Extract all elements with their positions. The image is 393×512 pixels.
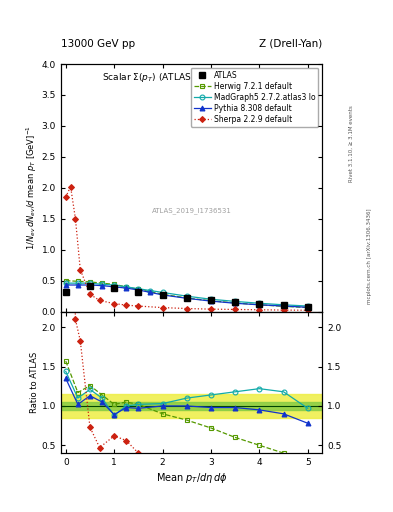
- Pythia 8.308 default: [233, 300, 237, 306]
- Pythia 8.308 default: [75, 282, 80, 288]
- Sherpa 2.2.9 default: [233, 306, 237, 312]
- Legend: ATLAS, Herwig 7.2.1 default, MadGraph5 2.7.2.atlas3 lo, Pythia 8.308 default, Sh: ATLAS, Herwig 7.2.1 default, MadGraph5 2…: [191, 68, 318, 126]
- Pythia 8.308 default: [160, 292, 165, 298]
- Text: mcplots.cern.ch [arXiv:1306.3436]: mcplots.cern.ch [arXiv:1306.3436]: [367, 208, 372, 304]
- Sherpa 2.2.9 default: [305, 307, 310, 313]
- MadGraph5 2.7.2.atlas3 lo: [209, 296, 213, 302]
- Sherpa 2.2.9 default: [257, 307, 262, 313]
- MadGraph5 2.7.2.atlas3 lo: [100, 281, 105, 287]
- Pythia 8.308 default: [124, 285, 129, 291]
- Herwig 7.2.1 default: [305, 305, 310, 311]
- ATLAS: [112, 285, 116, 291]
- Sherpa 2.2.9 default: [184, 306, 189, 312]
- Herwig 7.2.1 default: [112, 281, 116, 287]
- Bar: [61, 402, 322, 410]
- ATLAS: [233, 299, 237, 305]
- ATLAS: [305, 304, 310, 310]
- Line: MadGraph5 2.7.2.atlas3 lo: MadGraph5 2.7.2.atlas3 lo: [63, 281, 310, 309]
- Sherpa 2.2.9 default: [124, 302, 129, 308]
- Sherpa 2.2.9 default: [73, 216, 78, 222]
- Sherpa 2.2.9 default: [63, 194, 68, 200]
- Pythia 8.308 default: [184, 295, 189, 302]
- Sherpa 2.2.9 default: [68, 183, 73, 189]
- ATLAS: [184, 295, 189, 301]
- Herwig 7.2.1 default: [124, 284, 129, 290]
- Pythia 8.308 default: [148, 289, 153, 295]
- Pythia 8.308 default: [112, 284, 116, 290]
- Herwig 7.2.1 default: [136, 286, 141, 292]
- Herwig 7.2.1 default: [148, 289, 153, 295]
- Herwig 7.2.1 default: [88, 279, 92, 285]
- Line: Herwig 7.2.1 default: Herwig 7.2.1 default: [63, 278, 310, 310]
- ATLAS: [63, 289, 68, 295]
- Herwig 7.2.1 default: [63, 278, 68, 284]
- MadGraph5 2.7.2.atlas3 lo: [184, 293, 189, 299]
- Herwig 7.2.1 default: [75, 278, 80, 284]
- Sherpa 2.2.9 default: [160, 305, 165, 311]
- Sherpa 2.2.9 default: [281, 307, 286, 313]
- Pythia 8.308 default: [305, 304, 310, 310]
- MadGraph5 2.7.2.atlas3 lo: [112, 282, 116, 288]
- Herwig 7.2.1 default: [209, 297, 213, 304]
- MadGraph5 2.7.2.atlas3 lo: [257, 300, 262, 306]
- MadGraph5 2.7.2.atlas3 lo: [148, 288, 153, 294]
- MadGraph5 2.7.2.atlas3 lo: [75, 280, 80, 286]
- MadGraph5 2.7.2.atlas3 lo: [136, 286, 141, 292]
- Herwig 7.2.1 default: [184, 295, 189, 301]
- Pythia 8.308 default: [281, 303, 286, 309]
- Text: 13000 GeV pp: 13000 GeV pp: [61, 38, 135, 49]
- Line: ATLAS: ATLAS: [62, 283, 311, 310]
- Pythia 8.308 default: [88, 282, 92, 288]
- Line: Sherpa 2.2.9 default: Sherpa 2.2.9 default: [64, 184, 310, 312]
- ATLAS: [160, 292, 165, 298]
- Herwig 7.2.1 default: [257, 302, 262, 308]
- MadGraph5 2.7.2.atlas3 lo: [281, 302, 286, 308]
- Sherpa 2.2.9 default: [88, 291, 92, 297]
- Line: Pythia 8.308 default: Pythia 8.308 default: [63, 283, 310, 310]
- ATLAS: [88, 283, 92, 289]
- X-axis label: Mean $p_T/d\eta\,d\phi$: Mean $p_T/d\eta\,d\phi$: [156, 471, 228, 485]
- ATLAS: [209, 297, 213, 304]
- ATLAS: [136, 289, 141, 295]
- Sherpa 2.2.9 default: [97, 297, 102, 304]
- Text: Z (Drell-Yan): Z (Drell-Yan): [259, 38, 322, 49]
- Pythia 8.308 default: [136, 287, 141, 293]
- Pythia 8.308 default: [257, 302, 262, 308]
- Pythia 8.308 default: [63, 282, 68, 288]
- MadGraph5 2.7.2.atlas3 lo: [88, 280, 92, 286]
- Sherpa 2.2.9 default: [112, 301, 116, 307]
- Herwig 7.2.1 default: [281, 303, 286, 309]
- Y-axis label: Ratio to ATLAS: Ratio to ATLAS: [30, 352, 39, 413]
- Text: Scalar $\Sigma(p_T)$ (ATLAS UE in Z production): Scalar $\Sigma(p_T)$ (ATLAS UE in Z prod…: [102, 72, 281, 84]
- Text: ATLAS_2019_I1736531: ATLAS_2019_I1736531: [152, 207, 231, 215]
- MadGraph5 2.7.2.atlas3 lo: [233, 298, 237, 305]
- MadGraph5 2.7.2.atlas3 lo: [63, 280, 68, 286]
- MadGraph5 2.7.2.atlas3 lo: [160, 289, 165, 295]
- MadGraph5 2.7.2.atlas3 lo: [124, 284, 129, 290]
- Herwig 7.2.1 default: [233, 300, 237, 306]
- Y-axis label: $1/N_{ev}\,dN_{ev}/d$ mean $p_T$ [GeV]$^{-1}$: $1/N_{ev}\,dN_{ev}/d$ mean $p_T$ [GeV]$^…: [24, 125, 39, 250]
- ATLAS: [257, 301, 262, 307]
- Herwig 7.2.1 default: [100, 280, 105, 286]
- Herwig 7.2.1 default: [160, 291, 165, 297]
- Pythia 8.308 default: [100, 283, 105, 289]
- Text: Rivet 3.1.10, ≥ 3.1M events: Rivet 3.1.10, ≥ 3.1M events: [349, 105, 354, 182]
- MadGraph5 2.7.2.atlas3 lo: [305, 303, 310, 309]
- Bar: [61, 394, 322, 418]
- Sherpa 2.2.9 default: [78, 266, 83, 272]
- ATLAS: [281, 303, 286, 309]
- Sherpa 2.2.9 default: [136, 303, 141, 309]
- Sherpa 2.2.9 default: [209, 306, 213, 312]
- Pythia 8.308 default: [209, 298, 213, 304]
